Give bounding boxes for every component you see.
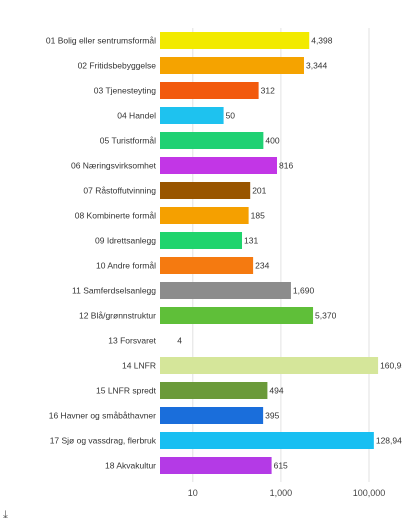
category-label: 12 Blå/grønnstruktur <box>79 311 156 321</box>
category-label: 11 Samferdselsanlegg <box>72 286 156 296</box>
value-label: 816 <box>279 161 293 171</box>
value-label: 5,370 <box>315 311 337 321</box>
x-tick-label: 100,000 <box>353 488 386 498</box>
value-label: 50 <box>226 111 236 121</box>
value-label: 201 <box>252 186 266 196</box>
bar[interactable] <box>160 107 224 124</box>
bar[interactable] <box>160 332 176 349</box>
value-label: 160,955 <box>380 361 402 371</box>
value-label: 234 <box>255 261 269 271</box>
x-tick-label: 10 <box>188 488 198 498</box>
bar[interactable] <box>160 257 254 274</box>
category-label: 15 LNFR spredt <box>96 386 157 396</box>
value-label: 4 <box>177 336 182 346</box>
category-label: 03 Tjenesteyting <box>94 86 156 96</box>
category-label: 05 Turistformål <box>100 136 156 146</box>
bar[interactable] <box>160 307 314 324</box>
category-labels: 01 Bolig eller sentrumsformål 02 Fritidsb… <box>46 36 157 471</box>
category-label: 18 Akvakultur <box>105 461 156 471</box>
bar[interactable] <box>160 457 272 474</box>
value-label: 131 <box>244 236 258 246</box>
bar[interactable] <box>160 82 259 99</box>
category-label: 13 Forsvaret <box>108 336 156 346</box>
bar[interactable] <box>160 282 291 299</box>
bar[interactable] <box>160 407 264 424</box>
category-label: 14 LNFR <box>122 361 156 371</box>
category-label: 16 Havner og småbåthavner <box>49 411 156 421</box>
x-axis-ticks: 10 1,000 100,000 <box>188 488 385 498</box>
download-icon[interactable]: ⤓ <box>3 508 8 521</box>
category-label: 06 Næringsvirksomhet <box>71 161 157 171</box>
category-label: 07 Råstoffutvinning <box>83 186 156 196</box>
x-tick-label: 1,000 <box>270 488 293 498</box>
value-label: 128,941 <box>376 436 402 446</box>
value-label: 312 <box>261 86 275 96</box>
value-label: 4,398 <box>311 36 333 46</box>
category-label: 17 Sjø og vassdrag, flerbruk <box>50 436 157 446</box>
category-label: 09 Idrettsanlegg <box>95 236 156 246</box>
category-label: 04 Handel <box>117 111 156 121</box>
bar[interactable] <box>160 232 243 249</box>
bar[interactable] <box>160 132 264 149</box>
value-label: 395 <box>265 411 279 421</box>
bar[interactable] <box>160 182 251 199</box>
value-label: 185 <box>251 211 265 221</box>
bar[interactable] <box>160 207 249 224</box>
bar[interactable] <box>160 382 268 399</box>
bar[interactable] <box>160 157 278 174</box>
value-label: 494 <box>269 386 283 396</box>
category-label: 08 Kombinerte formål <box>75 211 156 221</box>
value-label: 615 <box>274 461 288 471</box>
value-label: 400 <box>265 136 279 146</box>
bars <box>160 32 379 474</box>
category-label: 01 Bolig eller sentrumsformål <box>46 36 156 46</box>
value-label: 1,690 <box>293 286 315 296</box>
gridlines <box>192 28 370 482</box>
bar[interactable] <box>160 432 374 449</box>
bar[interactable] <box>160 32 310 49</box>
value-labels: 4,398 3,344 312 50 400 816 201 185 131 234 1,690 5,… <box>177 36 402 471</box>
bar[interactable] <box>160 357 379 374</box>
category-label: 10 Andre formål <box>96 261 156 271</box>
category-label: 02 Fritidsbebyggelse <box>78 61 157 71</box>
bar[interactable] <box>160 57 304 74</box>
value-label: 3,344 <box>306 61 328 71</box>
